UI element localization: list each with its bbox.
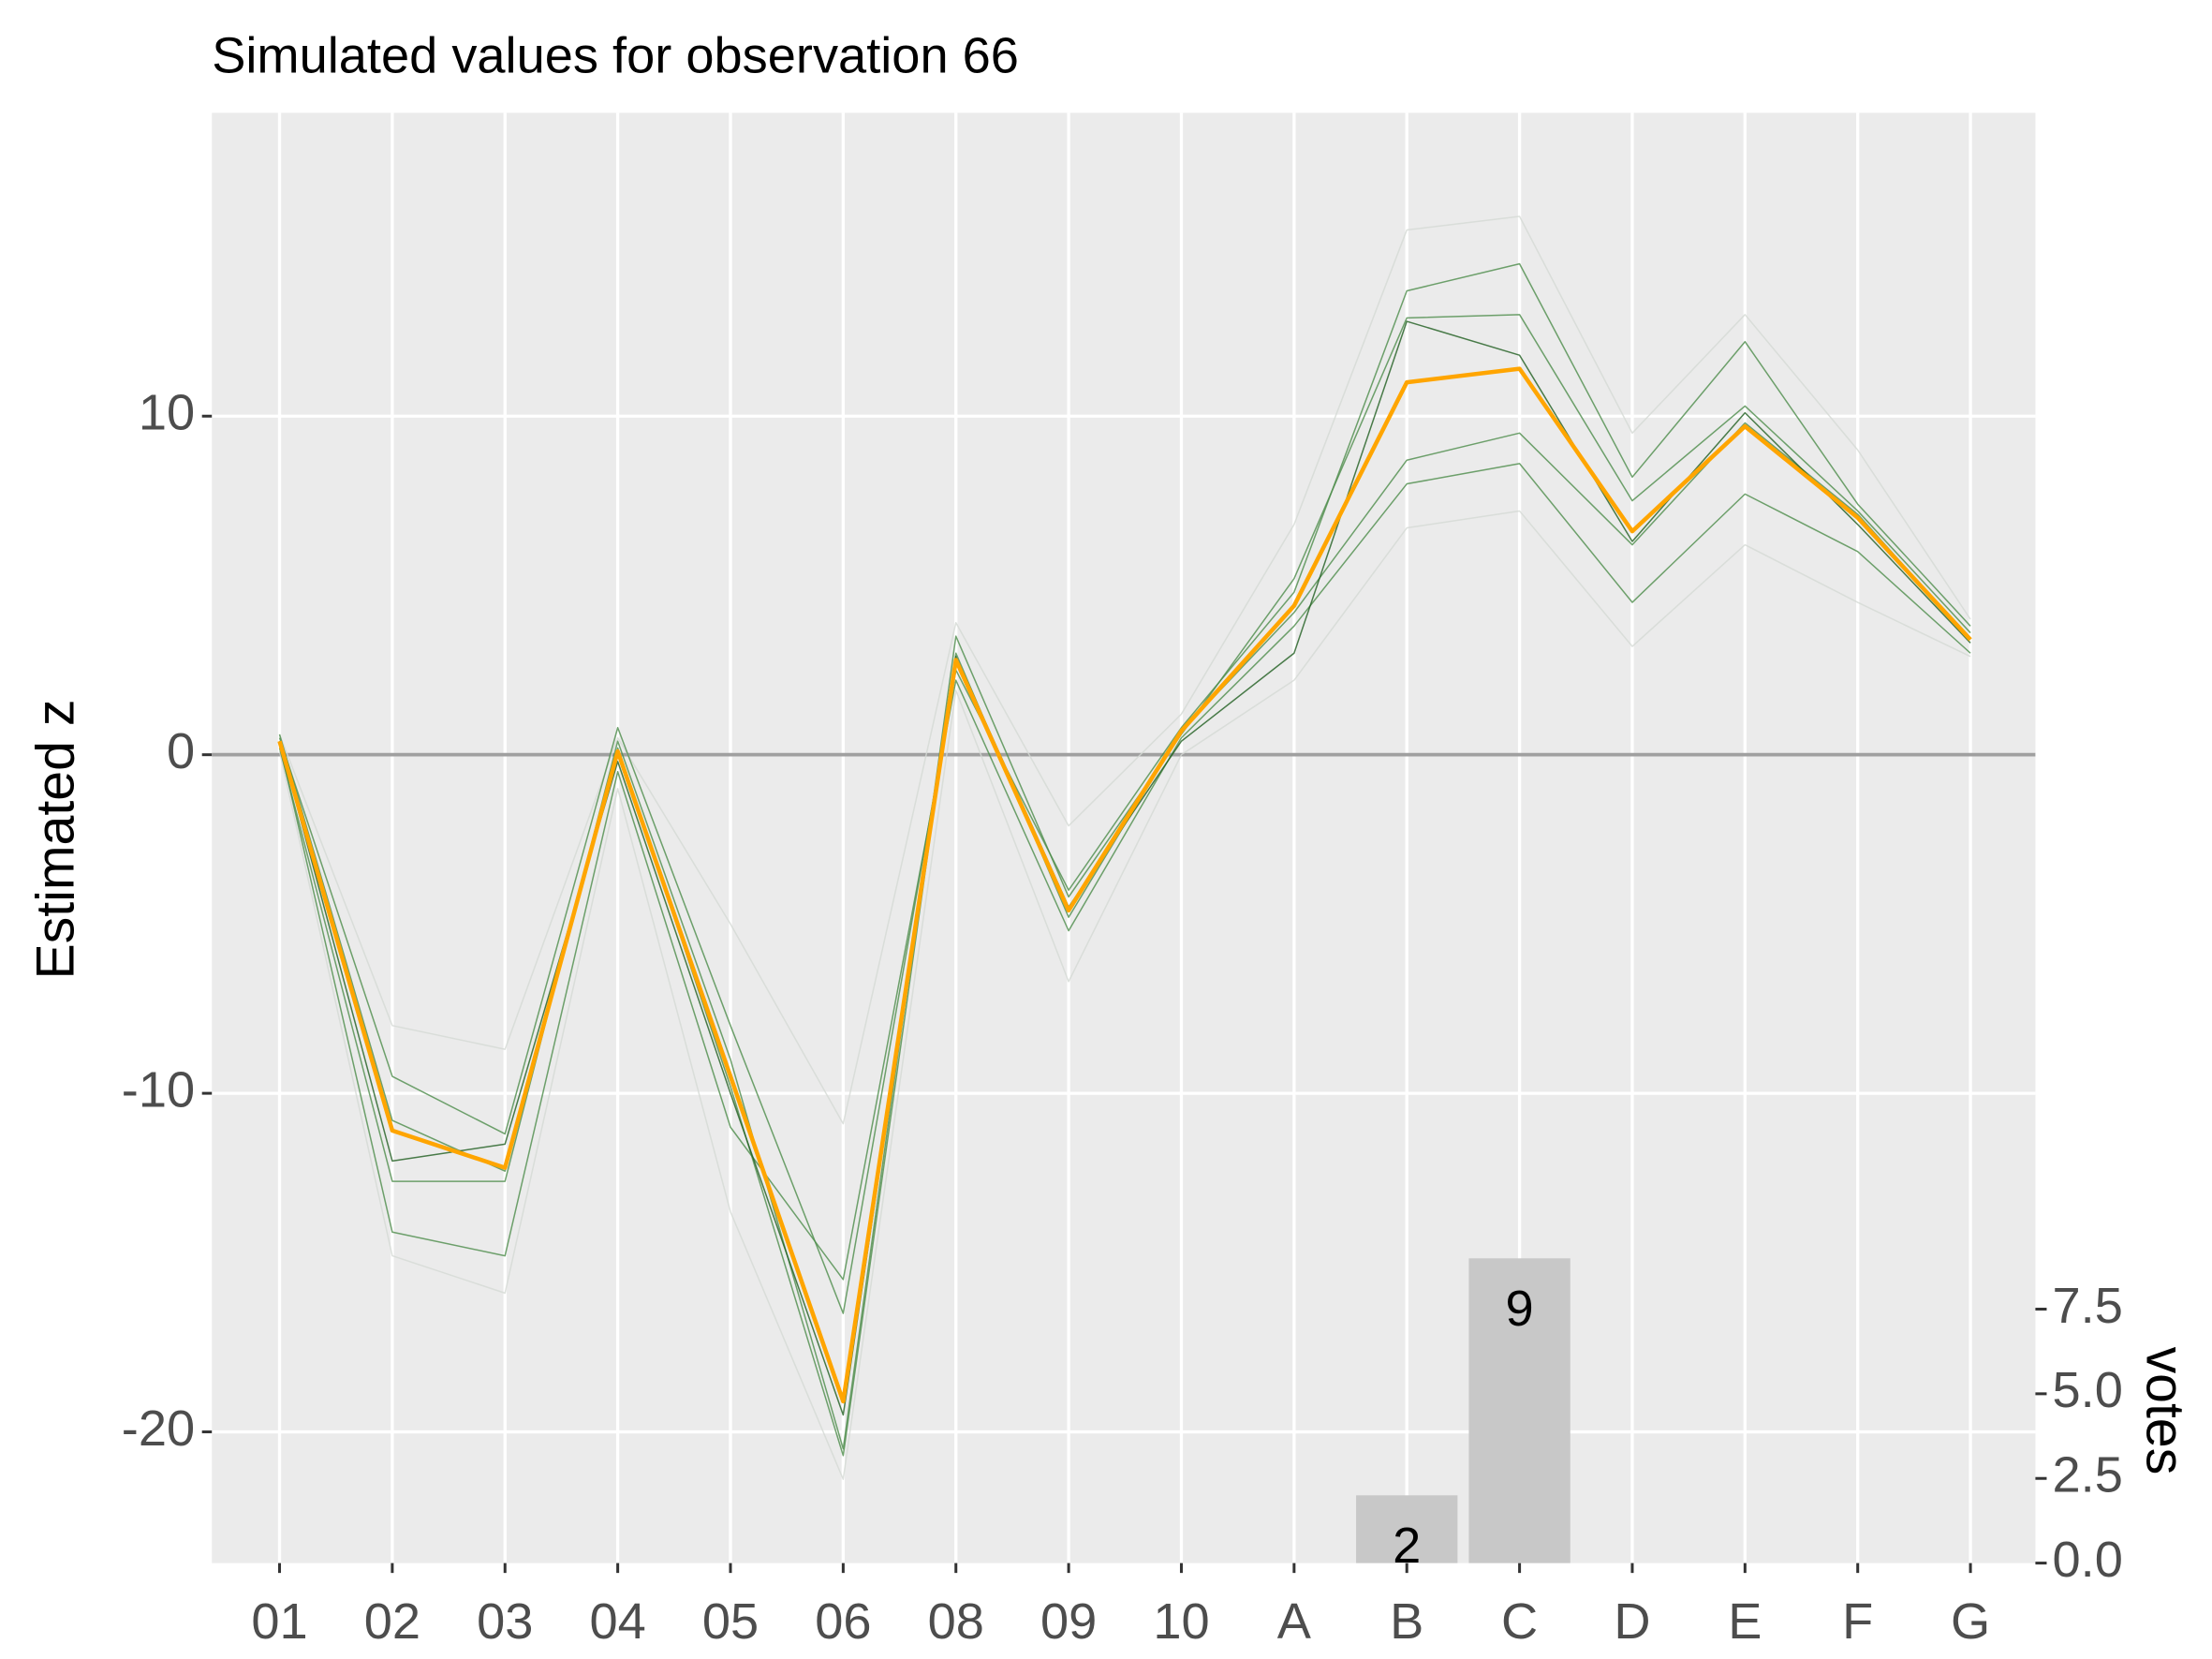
simulated-line	[278, 215, 1971, 1125]
x-tick-label: G	[1951, 1593, 1990, 1650]
x-tick-label: 09	[1040, 1593, 1097, 1650]
bar-label: 9	[1506, 1281, 1534, 1337]
y2-tick-label: 7.5	[2052, 1278, 2122, 1334]
y-tick-label: 0	[167, 723, 195, 779]
chart-title: Simulated values for observation 66	[212, 28, 1019, 84]
simulated-line	[278, 510, 1971, 1480]
x-tick-label: 06	[815, 1593, 871, 1650]
y-tick-label: 10	[139, 385, 195, 441]
x-tick-label: A	[1277, 1593, 1312, 1650]
bar	[1356, 1495, 1458, 1563]
y2-tick-label: 2.5	[2052, 1447, 2122, 1503]
x-tick-label: 01	[251, 1593, 307, 1650]
x-tick-label: E	[1728, 1593, 1762, 1650]
y-axis-title: Estimated z	[26, 700, 86, 980]
x-tick-label: 04	[589, 1593, 645, 1650]
bar-label: 2	[1393, 1518, 1421, 1574]
y2-tick-label: 5.0	[2052, 1362, 2122, 1418]
x-tick-label: F	[1842, 1593, 1873, 1650]
x-tick-label: 02	[364, 1593, 420, 1650]
simulated-line	[278, 262, 1971, 1314]
bar	[1468, 1258, 1571, 1563]
y-tick-label: -10	[122, 1061, 195, 1118]
simulated-line	[278, 463, 1971, 1281]
x-tick-label: D	[1614, 1593, 1650, 1650]
y-tick-label: -20	[122, 1400, 195, 1457]
y2-tick-label: 0.0	[2052, 1532, 2122, 1588]
x-tick-label: 05	[702, 1593, 759, 1650]
x-tick-label: C	[1501, 1593, 1538, 1650]
x-tick-label: 08	[928, 1593, 984, 1650]
x-tick-label: 10	[1153, 1593, 1209, 1650]
x-tick-label: B	[1390, 1593, 1423, 1650]
x-tick-label: 03	[477, 1593, 533, 1650]
y2-axis-title: votes	[2134, 1347, 2194, 1475]
main-line	[277, 366, 1972, 1404]
